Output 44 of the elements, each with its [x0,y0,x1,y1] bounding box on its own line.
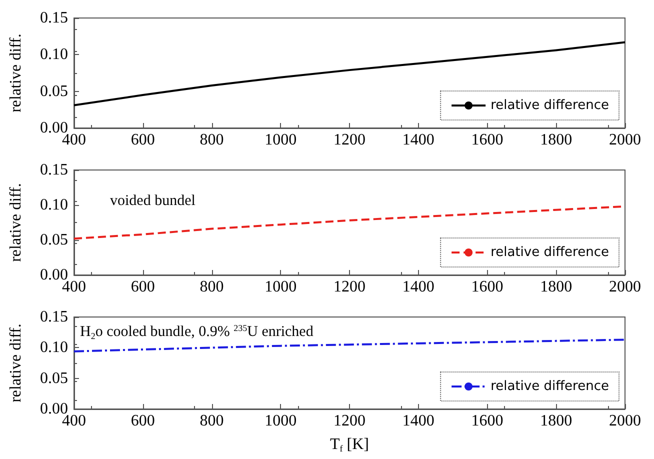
x-tick-label: 800 [200,278,224,296]
x-tick-label: 2000 [609,278,641,296]
x-tick-label: 1600 [471,412,504,430]
x-tick-label: 800 [200,132,224,148]
legend-label: relative difference [490,245,610,260]
x-tick-label: 600 [130,412,155,430]
y-tick-label: 0.05 [40,82,68,100]
annotation: voided bundel [110,193,196,209]
x-tick-label: 1800 [540,412,572,430]
x-tick-label: 1800 [540,132,572,148]
x-tick-label: 400 [62,132,86,148]
x-tick-label: 2000 [609,412,641,430]
x-tick-label: 1400 [402,412,434,430]
y-tick-label: 0.15 [40,10,68,26]
legend-label: relative difference [490,379,610,394]
x-tick-label: 400 [62,412,86,430]
x-tick-label: 1000 [264,132,297,148]
x-tick-label: 1000 [264,412,297,430]
x-tick-label: 1400 [402,132,434,148]
x-tick-label: 1400 [402,278,434,296]
x-tick-label: 1200 [334,412,366,430]
x-tick-label: 1800 [540,278,572,296]
y-axis-title: relative diff. [8,183,24,262]
y-tick-label: 0.10 [40,339,68,356]
y-tick-label: 0.10 [40,196,68,214]
x-tick-label: 600 [130,132,155,148]
y-tick-label: 0.05 [40,232,68,248]
y-axis-title: relative diff. [8,34,24,112]
x-tick-label: 1200 [334,278,366,296]
y-axis-title: relative diff. [8,324,24,402]
x-tick-label: 800 [200,412,224,430]
x-tick-label: 1000 [264,278,297,296]
y-tick-label: 0.05 [40,370,68,387]
x-tick-label: 600 [130,278,155,296]
y-tick-label: 0.15 [40,308,68,326]
line-series [73,338,626,352]
y-tick-label: 0.10 [40,46,68,64]
y-tick-label: 0.15 [40,162,68,178]
x-tick-label: 2000 [609,132,641,148]
x-tick-label: 400 [62,278,86,296]
x-tick-label: 1200 [334,132,366,148]
legend-label: relative difference [490,98,610,113]
x-tick-label: 1600 [471,278,504,296]
x-tick-label: 1600 [471,132,504,148]
